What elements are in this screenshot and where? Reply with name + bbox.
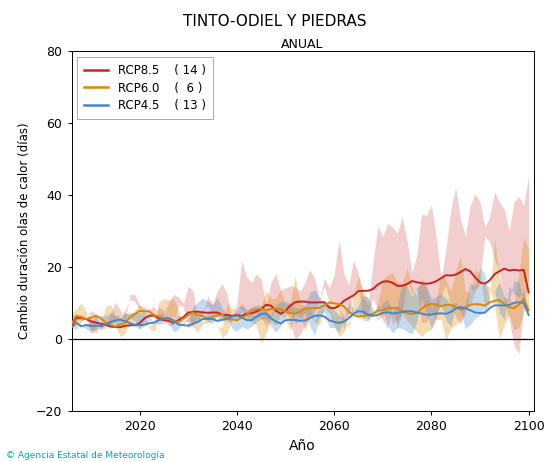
Legend: RCP8.5    ( 14 ), RCP6.0    (  6 ), RCP4.5    ( 13 ): RCP8.5 ( 14 ), RCP6.0 ( 6 ), RCP4.5 ( 13… [78, 57, 213, 119]
Text: TINTO-ODIEL Y PIEDRAS: TINTO-ODIEL Y PIEDRAS [183, 14, 367, 29]
Text: © Agencia Estatal de Meteorología: © Agencia Estatal de Meteorología [6, 451, 164, 460]
X-axis label: Año: Año [289, 439, 316, 453]
Title: ANUAL: ANUAL [281, 38, 324, 51]
Y-axis label: Cambio duración olas de calor (días): Cambio duración olas de calor (días) [18, 123, 31, 339]
